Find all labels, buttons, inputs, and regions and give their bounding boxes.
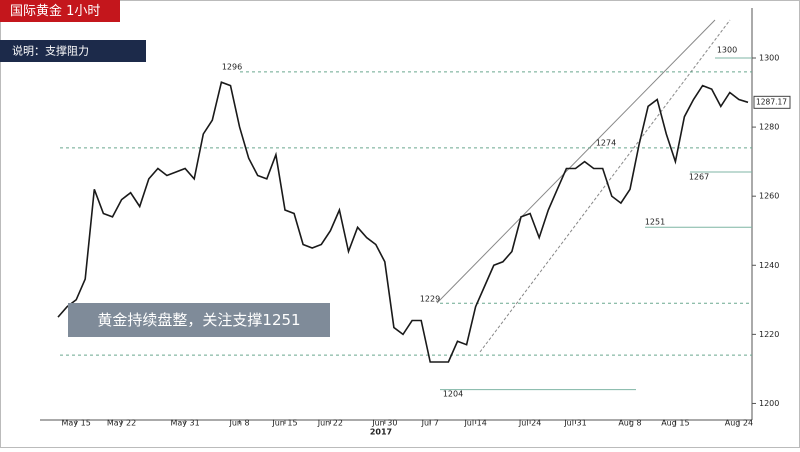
y-tick-label: 1200: [759, 399, 779, 408]
y-tick-label: 1280: [759, 123, 779, 132]
channel-line: [436, 19, 716, 304]
y-tick-label: 1300: [759, 54, 779, 63]
x-tick-label: Aug 15: [661, 419, 689, 428]
subtitle-box: [0, 40, 146, 62]
annotation: 黄金持续盘整，关注支撑1251: [97, 311, 300, 329]
year-label: 2017: [370, 428, 392, 437]
last-price: 1287.17: [756, 97, 787, 106]
plot: 1200 1220 1240 1260 1280 1300 May 15 May 22 May …: [57, 46, 791, 428]
annotation-box: [68, 303, 330, 337]
peak-label: 1300: [717, 46, 737, 55]
x-tick-label: Jul 14: [463, 419, 486, 428]
x-tick-label: May 31: [170, 419, 199, 428]
x-tick-label: Jul 24: [518, 419, 541, 428]
peak-label: 1274: [596, 139, 616, 148]
x-tick-label: May 22: [107, 419, 136, 428]
x-tick-label: Jul 31: [563, 419, 586, 428]
x-tick-label: May 15: [62, 419, 91, 428]
x-tick-label: Aug 8: [618, 419, 641, 428]
x-tick-label: Jul 7: [421, 419, 439, 428]
peak-label: 1204: [443, 390, 463, 399]
peak-label: 1251: [645, 218, 665, 227]
y-tick-label: 1220: [759, 330, 779, 339]
x-tick-label: Jun 30: [371, 419, 397, 428]
last-price-box: [753, 95, 791, 109]
title-box: [0, 0, 120, 22]
peak-label: 1267: [689, 173, 709, 182]
peak-label: 1296: [222, 63, 242, 72]
y-tick-label: 1260: [759, 192, 779, 201]
x-tick-label: Aug 24: [725, 419, 753, 428]
x-tick-label: Jun 8: [229, 419, 250, 428]
x-tick-label: Jun 22: [317, 419, 343, 428]
subtitle: 说明：支撑阻力: [12, 44, 89, 58]
price-line: [57, 81, 749, 363]
y-tick-label: 1240: [759, 261, 779, 270]
channel-line: [479, 19, 731, 353]
x-tick-label: Jun 15: [271, 419, 297, 428]
chart-title: 国际黄金 1小时: [10, 3, 100, 19]
peak-label: 1229: [420, 295, 440, 304]
